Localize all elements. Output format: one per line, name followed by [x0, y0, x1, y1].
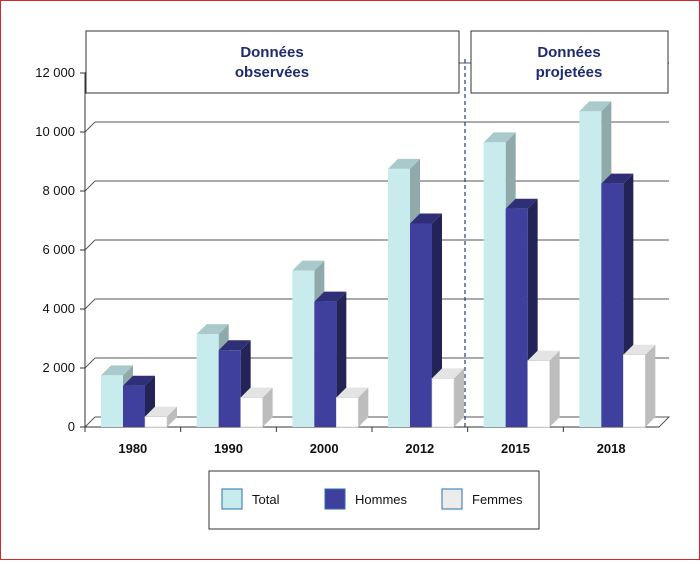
bar-femmes-1990: [240, 387, 273, 428]
bar-layer: [101, 101, 656, 428]
bar-femmes-2018: [623, 344, 656, 428]
y-tick-label: 0: [68, 419, 75, 434]
bar-top: [623, 344, 656, 355]
x-tick-label: 1990: [214, 441, 243, 456]
bar-top: [579, 101, 612, 112]
legend-label-femmes: Femmes: [472, 492, 523, 507]
bar-front: [388, 168, 410, 427]
panel-observed-line1: Données: [240, 44, 303, 61]
legend-swatch-femmes: [441, 488, 463, 510]
x-tick-label: 1980: [118, 441, 147, 456]
bar-side: [645, 344, 656, 427]
bar-front: [410, 223, 432, 427]
bar-top: [123, 375, 155, 386]
legend-item-total: Total: [221, 488, 280, 510]
bar-top: [505, 198, 538, 209]
gridline-diag: [84, 357, 96, 369]
bar-front: [314, 301, 337, 427]
bar-top: [314, 291, 347, 302]
x-tick-label: 2000: [310, 441, 339, 456]
bar-front: [218, 350, 241, 427]
bar-top: [601, 173, 634, 184]
y-tick-label: 12 000: [35, 65, 75, 80]
panel-observed: Données observées: [85, 30, 460, 94]
bar-top: [336, 387, 369, 398]
bar-top: [432, 368, 464, 379]
gridline-diag: [84, 121, 96, 133]
bar-top: [196, 324, 229, 335]
bar-front: [527, 360, 550, 428]
legend-swatch-hommes: [324, 488, 346, 510]
bar-hommes-1980: [123, 375, 155, 427]
bar-front: [144, 416, 168, 428]
panel-projected-line1: Données: [537, 44, 600, 61]
bar-front: [483, 142, 506, 427]
gridline-diag: [84, 180, 96, 192]
legend-item-hommes: Hommes: [324, 488, 408, 510]
bar-top: [527, 350, 560, 361]
bar-front: [579, 111, 602, 427]
bar-front: [240, 397, 263, 428]
bar-side: [167, 406, 177, 427]
bar-front: [336, 397, 359, 428]
bar-top: [101, 365, 133, 376]
x-tick-label: 2012: [405, 441, 434, 456]
bar-femmes-2012: [431, 368, 464, 428]
bar-top: [292, 260, 325, 271]
bar-top: [483, 132, 516, 143]
panel-observed-line2: observées: [235, 64, 309, 81]
bar-side: [358, 387, 369, 427]
gridline-diag: [84, 239, 96, 251]
label-layer: 0 2 000 4 000 6 000 8 000 10 000 12 000 1980 199…: [35, 65, 625, 456]
x-tick-label: 2015: [501, 441, 530, 456]
bar-front: [431, 378, 455, 428]
bar-femmes-1980: [144, 406, 177, 428]
bar-top: [240, 387, 273, 398]
bar-top: [410, 213, 442, 224]
bar-side: [262, 387, 273, 427]
bar-side: [549, 350, 560, 427]
legend-item-femmes: Femmes: [441, 488, 523, 510]
bar-front: [623, 354, 646, 428]
panel-projected: Données projetées: [470, 30, 669, 94]
bar-femmes-2000: [336, 387, 369, 428]
y-tick-label: 6 000: [42, 242, 75, 257]
bar-front: [601, 183, 624, 427]
legend-label-total: Total: [252, 492, 280, 507]
legend-swatch-total: [221, 488, 243, 510]
legend: Total Hommes Femmes: [208, 470, 540, 530]
bar-top: [388, 158, 420, 169]
bar-front: [292, 270, 315, 427]
bar-front: [123, 385, 145, 427]
legend-label-hommes: Hommes: [355, 492, 408, 507]
bar-front: [101, 375, 123, 427]
bar-top: [218, 340, 251, 351]
y-tick-label: 4 000: [42, 301, 75, 316]
bar-front: [196, 334, 219, 427]
y-tick-label: 8 000: [42, 183, 75, 198]
panel-projected-line2: projetées: [536, 64, 603, 81]
bar-femmes-2015: [527, 350, 560, 428]
x-tick-label: 2018: [597, 441, 626, 456]
bar-top: [145, 406, 177, 417]
y-tick-label: 10 000: [35, 124, 75, 139]
bar-side: [454, 368, 464, 427]
y-tick-label: 2 000: [42, 360, 75, 375]
bar-front: [505, 208, 528, 427]
gridline-diag: [84, 298, 96, 310]
